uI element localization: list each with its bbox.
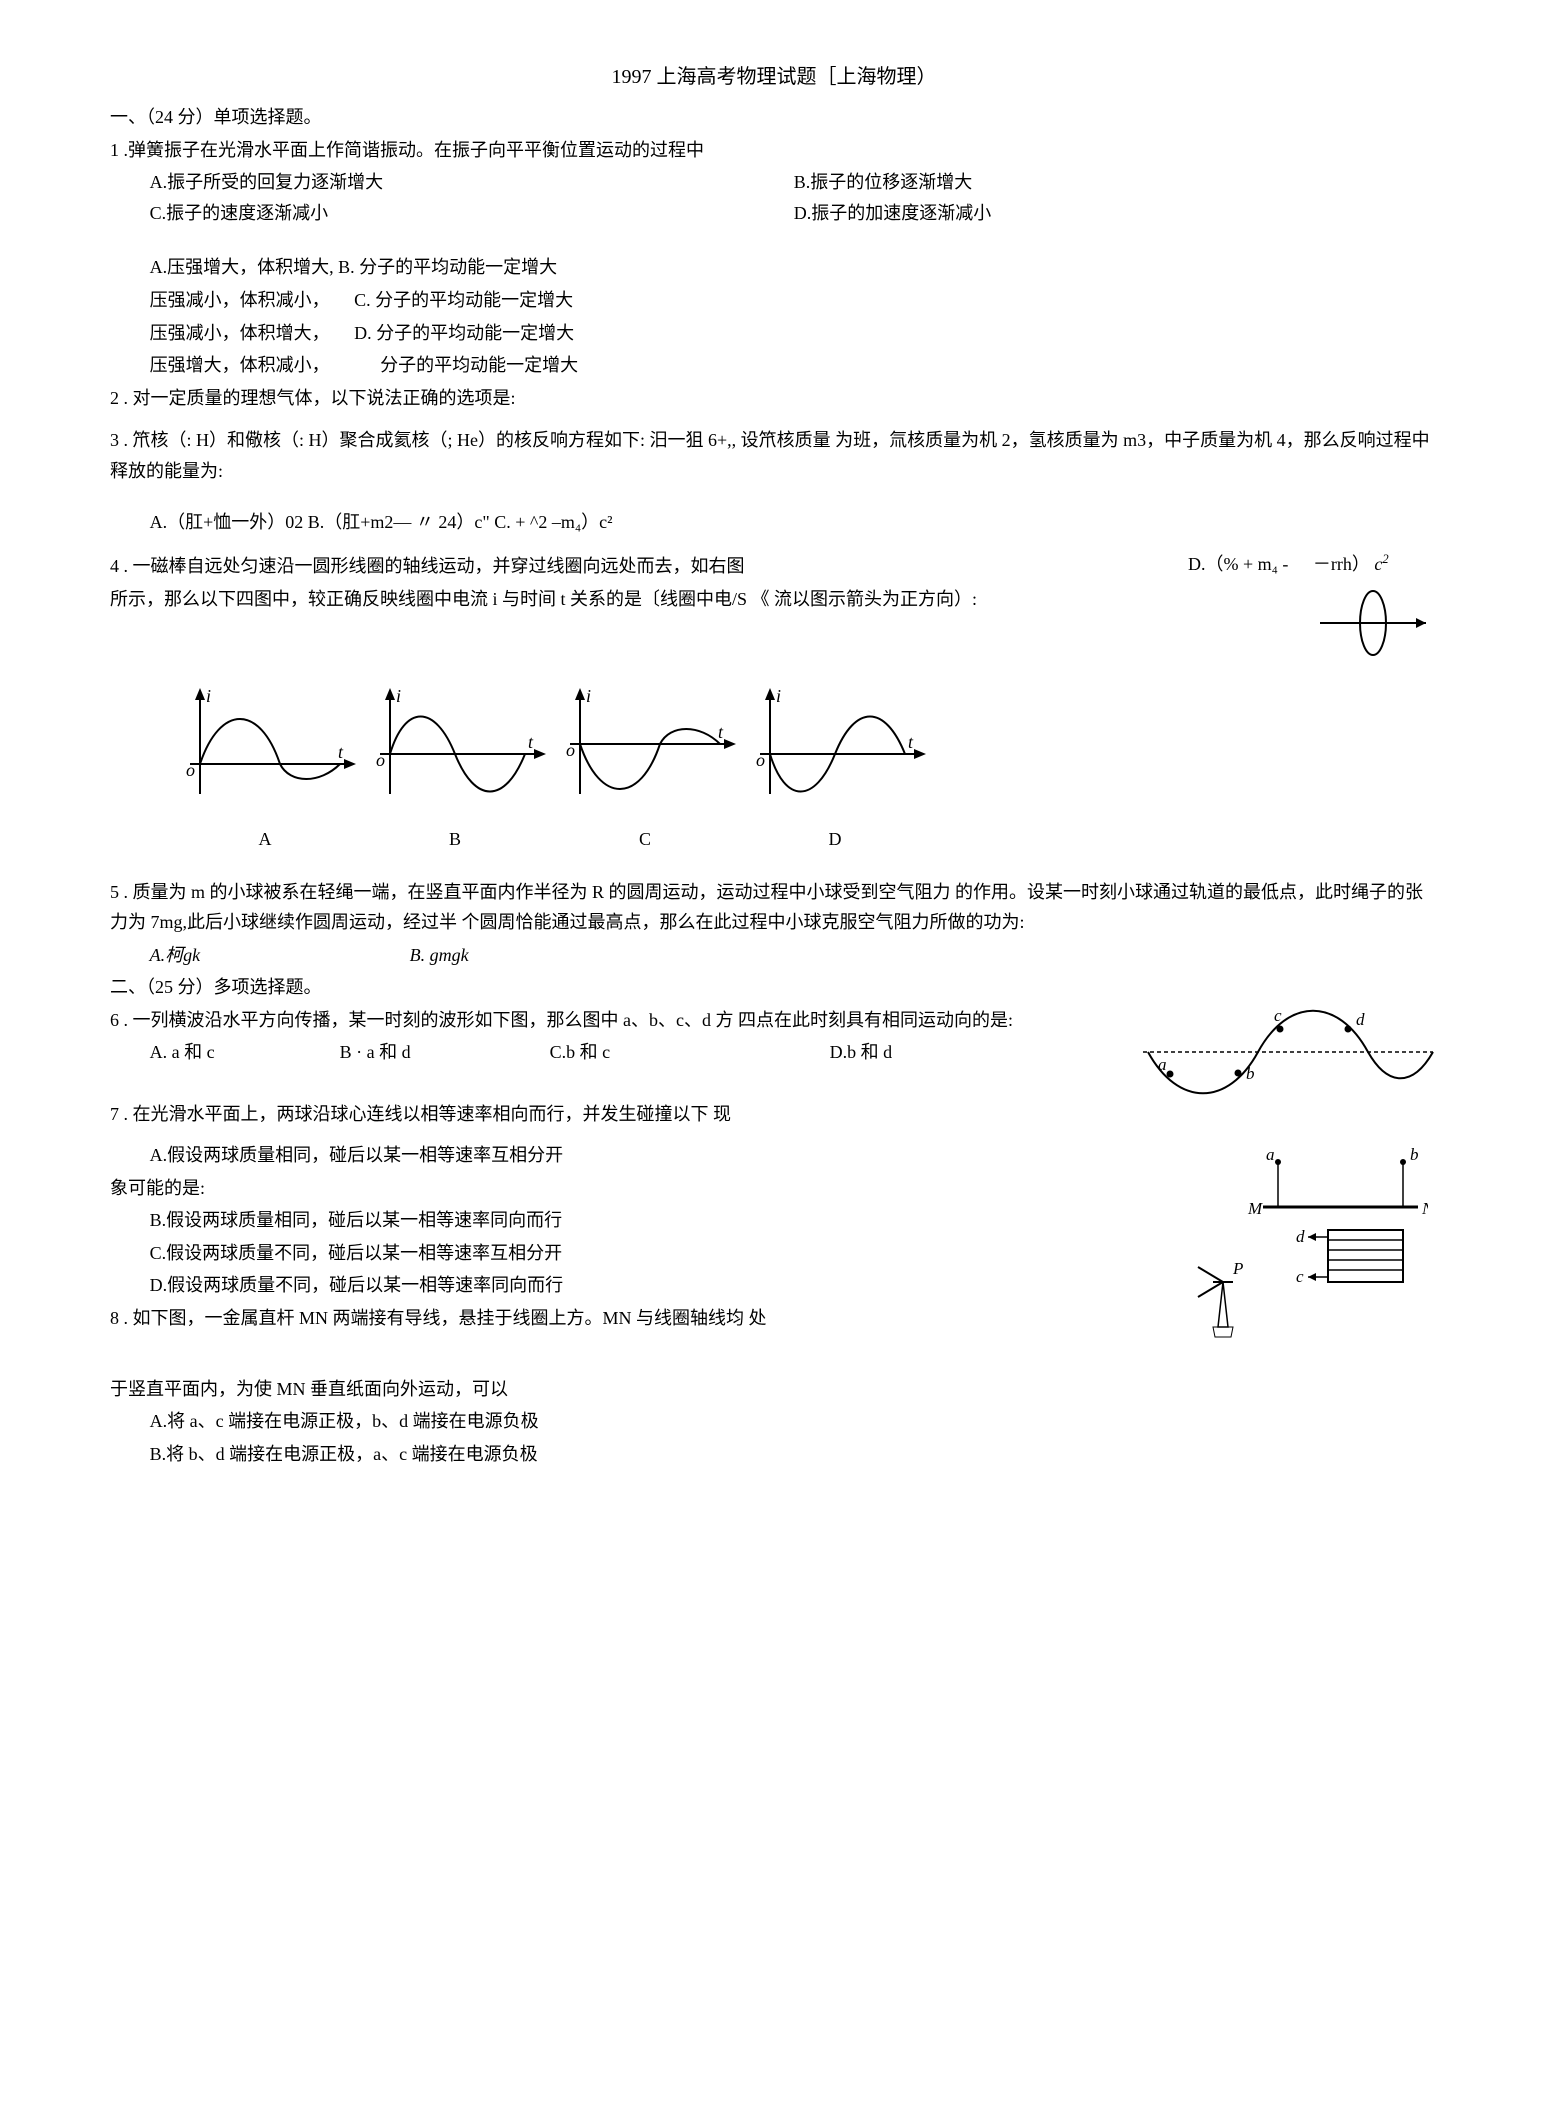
q1-options-row1: A.振子所受的回复力逐渐增大 B.振子的位移逐渐增大: [110, 167, 1438, 198]
chart-label-b: B: [360, 824, 550, 855]
axis-i-d: i: [776, 686, 781, 706]
q1-opt-c: C.振子的速度逐渐减小: [150, 198, 794, 229]
q4-opt-d-left: D.（% + m₄ -: [1188, 554, 1288, 574]
q3-options: A.（肛+恤一外）02 B.（肛+m2— 〃 24）c" C. + ^2 –m₄…: [110, 507, 1438, 538]
q2-stem: 2 . 对一定质量的理想气体，以下说法正确的选项是:: [110, 383, 1438, 414]
q4-p2: 所示，那么以下四图中，较正确反映线圈中电流 i 与时间 t 关系的是〔线圈中电/…: [110, 584, 1188, 615]
q6-opt-c: C.b 和 c: [550, 1037, 830, 1068]
q6-opt-d: D.b 和 d: [830, 1037, 893, 1068]
axis-t-b: t: [528, 732, 534, 752]
q2-l2a: 压强减小，体积减小，: [150, 285, 350, 316]
coil-figure: [1318, 583, 1428, 663]
fig-n-label: N: [1421, 1199, 1428, 1218]
section-1-heading: 一、（24 分）单项选择题。: [110, 102, 1438, 133]
q1-opt-b: B.振子的位移逐渐增大: [794, 167, 1438, 198]
axis-o-b: o: [376, 750, 385, 770]
q3-text: 3 . 笊核（: H）和儆核（: H）聚合成氦核（; He）的核反响方程如下: …: [110, 425, 1438, 486]
q4-block: 4 . 一磁棒自远处匀速沿一圆形线圈的轴线运动，并穿过线圈向远处而去，如右图 所…: [110, 549, 1438, 616]
q1-opt-a: A.振子所受的回复力逐渐增大: [150, 167, 794, 198]
q1-options-row2: C.振子的速度逐渐减小 D.振子的加速度逐渐减小: [110, 198, 1438, 229]
axis-t-a: t: [338, 742, 344, 762]
q2-l2b: 分子的平均动能一定增大: [375, 290, 573, 310]
q6-b-label: b: [1246, 1064, 1255, 1083]
q7-opt-c: C.假设两球质量不同，碰后以某一相等速率互相分开: [110, 1238, 1168, 1269]
chart-b: i t o B: [360, 684, 550, 854]
q1-stem: 1 .弹簧振子在光滑水平面上作简谐振动。在振子向平平衡位置运动的过程中: [110, 135, 1438, 166]
q8-opt-a: A.将 a、c 端接在电源正极，b、d 端接在电源负极: [110, 1406, 1438, 1437]
q4-p1: 4 . 一磁棒自远处匀速沿一圆形线圈的轴线运动，并穿过线圈向远处而去，如右图: [110, 551, 1188, 582]
chart-c: i t o C: [550, 684, 740, 854]
q2-line2: 压强减小，体积减小， C. 分子的平均动能一定增大: [110, 285, 1438, 316]
page-title: 1997 上海高考物理试题［上海物理）: [110, 60, 1438, 94]
q2-l1b: 分子的平均动能一定增大: [359, 257, 557, 277]
q78-block: A.假设两球质量相同，碰后以某一相等速率互相分开 象可能的是: B.假设两球质量…: [110, 1132, 1438, 1372]
q7-opt-d: D.假设两球质量不同，碰后以某一相等速率同向而行: [110, 1270, 1168, 1301]
q5-text: 5 . 质量为 m 的小球被系在轻绳一端，在竖直平面内作半径为 R 的圆周运动，…: [110, 877, 1438, 938]
axis-o-c: o: [566, 740, 575, 760]
q7-mid: 象可能的是:: [110, 1173, 1168, 1204]
q4-charts: i t o A i t o B i t o C: [110, 684, 1438, 854]
fig-c-label: c: [1296, 1267, 1304, 1286]
axis-i-c: i: [586, 686, 591, 706]
q1-opt-d: D.振子的加速度逐渐减小: [794, 198, 1438, 229]
q2-line1: A.压强增大，体积增大, B. 分子的平均动能一定增大: [110, 252, 1438, 283]
q6-d-label: d: [1356, 1010, 1365, 1029]
q2-l3c: D.: [354, 323, 372, 343]
q2-line4: 压强增大，体积减小， 分子的平均动能一定增大: [110, 350, 1438, 381]
q8-p2: 于竖直平面内，为使 MN 垂直纸面向外运动，可以: [110, 1374, 1438, 1405]
q6-opt-b: B · a 和 d: [340, 1037, 550, 1068]
q5-options: A.柯gk B. gmgk: [110, 940, 1438, 971]
q7-stem: 7 . 在光滑水平面上，两球沿球心连线以相等速率相向而行，并发生碰撞以下 现: [110, 1099, 1438, 1130]
q6-c-label: c: [1274, 1007, 1282, 1025]
q8-figure: P a b M N d c: [1178, 1132, 1428, 1362]
q5-opt-b: B. gmgk: [410, 940, 469, 971]
fig-d-label: d: [1296, 1227, 1305, 1246]
q7-opt-b: B.假设两球质量相同，碰后以某一相等速率同向而行: [110, 1205, 1168, 1236]
chart-label-c: C: [550, 824, 740, 855]
q8-opt-b: B.将 b、d 端接在电源正极，a、c 端接在电源负极: [110, 1439, 1438, 1470]
fig-m-label: M: [1247, 1199, 1263, 1218]
fig-b-label: b: [1410, 1145, 1419, 1164]
chart-label-a: A: [170, 824, 360, 855]
q6-opt-a: A. a 和 c: [150, 1037, 340, 1068]
q2-l3b: 分子的平均动能一定增大: [376, 323, 574, 343]
axis-i-b: i: [396, 686, 401, 706]
axis-i-a: i: [206, 686, 211, 706]
q7-opt-a: A.假设两球质量相同，碰后以某一相等速率互相分开: [110, 1140, 1168, 1171]
axis-o-d: o: [756, 750, 765, 770]
q4-opt-d-c2-exp: 2: [1382, 552, 1388, 566]
q6-row: A. a 和 c B · a 和 d C.b 和 c D.b 和 d a b c…: [110, 1037, 1438, 1097]
fig-p-label: P: [1232, 1259, 1243, 1278]
axis-t-c: t: [718, 722, 724, 742]
axis-o-a: o: [186, 760, 195, 780]
q8-p1: 8 . 如下图，一金属直杆 MN 两端接有导线，悬挂于线圈上方。MN 与线圈轴线…: [110, 1303, 1168, 1334]
q2-l4b: 分子的平均动能一定增大: [380, 355, 578, 375]
q2-l1a: A.压强增大，体积增大, B.: [150, 257, 355, 277]
q5-opt-a: A.柯gk: [150, 940, 410, 971]
section-2-heading: 二、（25 分）多项选择题。: [110, 972, 1438, 1003]
q2-l2c: C.: [354, 290, 371, 310]
axis-t-d: t: [908, 732, 914, 752]
fig-a-label: a: [1266, 1145, 1275, 1164]
chart-d: i t o D: [740, 684, 930, 854]
chart-a: i t o A: [170, 684, 360, 854]
chart-label-d: D: [740, 824, 930, 855]
q6-a-label: a: [1158, 1055, 1167, 1074]
q2-l4a: 压强增大，体积减小，: [150, 350, 376, 381]
q6-wave-figure: a b c d: [1138, 1007, 1438, 1097]
q4-opt-d-tail: －rrh）: [1293, 554, 1370, 574]
q2-l3a: 压强减小，体积增大，: [150, 318, 350, 349]
q2-line3: 压强减小，体积增大， D. 分子的平均动能一定增大: [110, 318, 1438, 349]
